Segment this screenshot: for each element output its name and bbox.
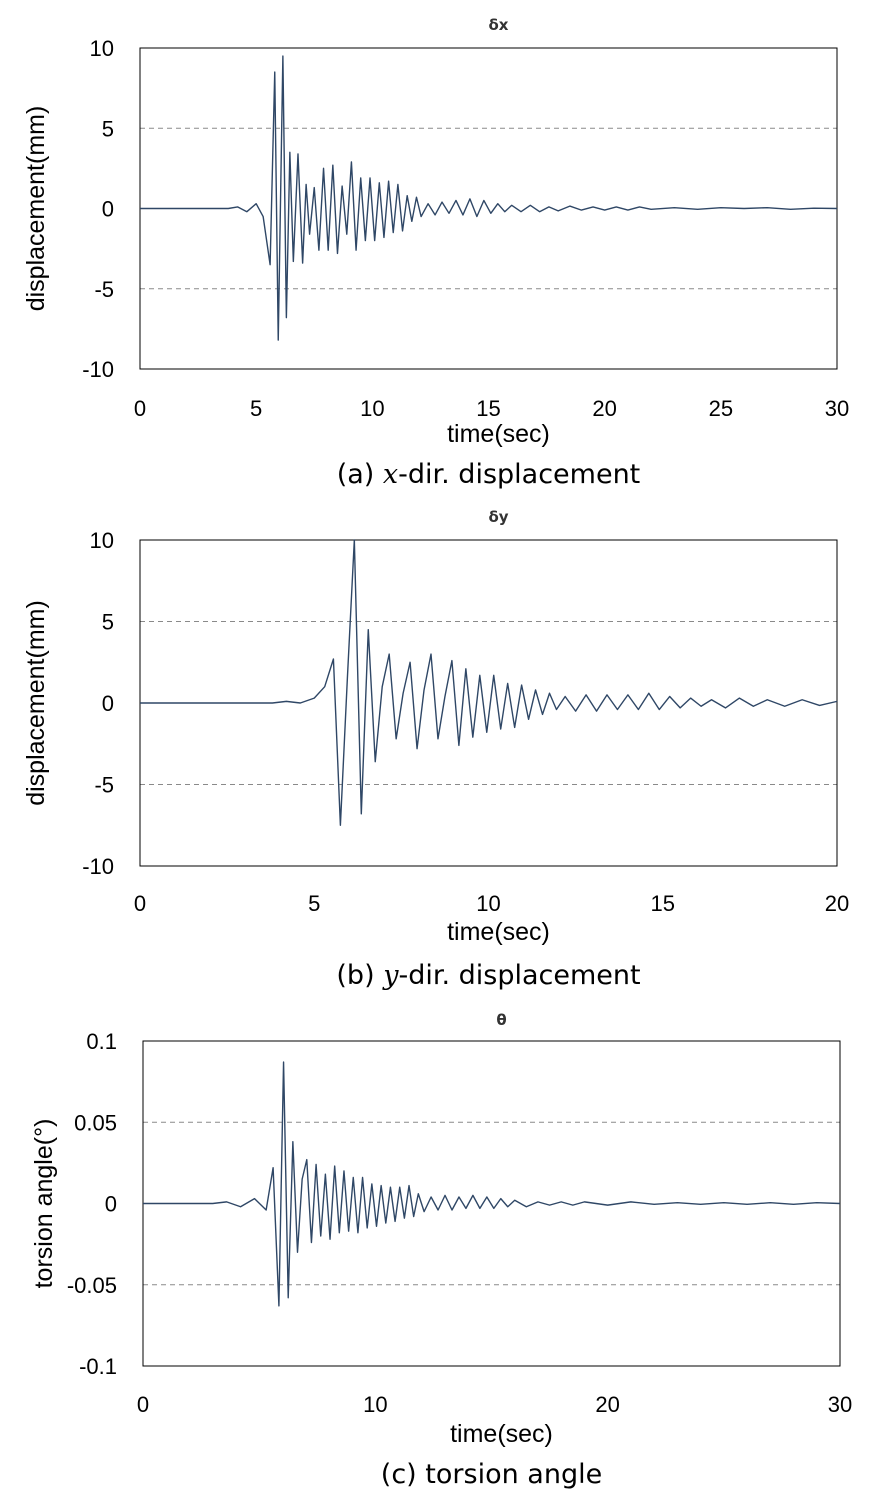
caption-prefix: (c) torsion angle: [381, 1459, 602, 1490]
y-tick-label: 0.1: [86, 1029, 117, 1054]
x-tick-label: 10: [476, 891, 500, 916]
caption-suffix: -dir. displacement: [398, 459, 640, 490]
chart-title: δx: [489, 16, 509, 34]
x-axis-label: time(sec): [450, 1420, 553, 1448]
y-tick-label: -0.05: [67, 1273, 117, 1298]
x-tick-label: 5: [308, 891, 320, 916]
chart-0: δx 10 5 0 -5 -10 0 5 10 15 20 25 30 time(sec) displace…: [22, 16, 849, 490]
x-tick-label: 20: [595, 1392, 619, 1417]
chart-caption: (a) x-dir. displacement: [337, 459, 641, 490]
y-tick-label: -5: [94, 277, 114, 302]
y-tick-label: 10: [90, 36, 114, 61]
x-tick-label: 0: [137, 1392, 149, 1417]
y-tick-label: -5: [94, 773, 114, 798]
x-tick-label: 10: [363, 1392, 387, 1417]
x-tick-label: 0: [134, 891, 146, 916]
y-tick-label: 5: [102, 116, 114, 141]
y-axis-label: torsion angle(°): [30, 1119, 58, 1289]
chart-2: θ 0.1 0.05 0 -0.05 -0.1 0 10 20 30 time(sec) torsio…: [30, 1011, 852, 1490]
y-tick-label: 0: [102, 691, 114, 716]
caption-variable: y: [382, 960, 399, 991]
chart-title: δy: [488, 508, 508, 526]
y-tick-label: 0: [105, 1192, 117, 1217]
caption-prefix: (a): [337, 459, 383, 490]
x-tick-label: 30: [825, 396, 849, 421]
chart-caption: (b) y-dir. displacement: [336, 960, 640, 991]
y-tick-label: 10: [90, 528, 114, 553]
x-tick-label: 15: [651, 891, 675, 916]
x-tick-label: 15: [476, 396, 500, 421]
y-tick-label: -10: [82, 357, 114, 382]
y-tick-label: 5: [102, 610, 114, 635]
chart-1: δy 10 5 0 -5 -10 0 5 10 15 20 time(sec) displacement…: [22, 508, 849, 991]
y-axis-label: displacement(mm): [22, 106, 50, 312]
series-line: [140, 55, 838, 341]
y-tick-label: 0: [102, 197, 114, 222]
caption-suffix: -dir. displacement: [398, 960, 640, 991]
series-line: [140, 539, 838, 826]
x-tick-label: 30: [828, 1392, 852, 1417]
x-axis-label: time(sec): [447, 420, 550, 448]
x-tick-label: 20: [592, 396, 616, 421]
caption-prefix: (b): [336, 960, 383, 991]
x-axis-label: time(sec): [447, 918, 550, 946]
y-axis-label: displacement(mm): [22, 600, 50, 806]
series-line: [143, 1061, 841, 1307]
x-tick-label: 25: [709, 396, 733, 421]
y-tick-label: -0.1: [79, 1354, 117, 1379]
chart-caption: (c) torsion angle: [381, 1459, 602, 1490]
caption-variable: x: [383, 459, 398, 490]
y-tick-label: 0.05: [74, 1110, 117, 1135]
chart-title: θ: [496, 1011, 506, 1029]
y-tick-label: -10: [82, 854, 114, 879]
x-tick-label: 20: [825, 891, 849, 916]
x-tick-label: 10: [360, 396, 384, 421]
x-tick-label: 5: [250, 396, 262, 421]
x-tick-label: 0: [134, 396, 146, 421]
